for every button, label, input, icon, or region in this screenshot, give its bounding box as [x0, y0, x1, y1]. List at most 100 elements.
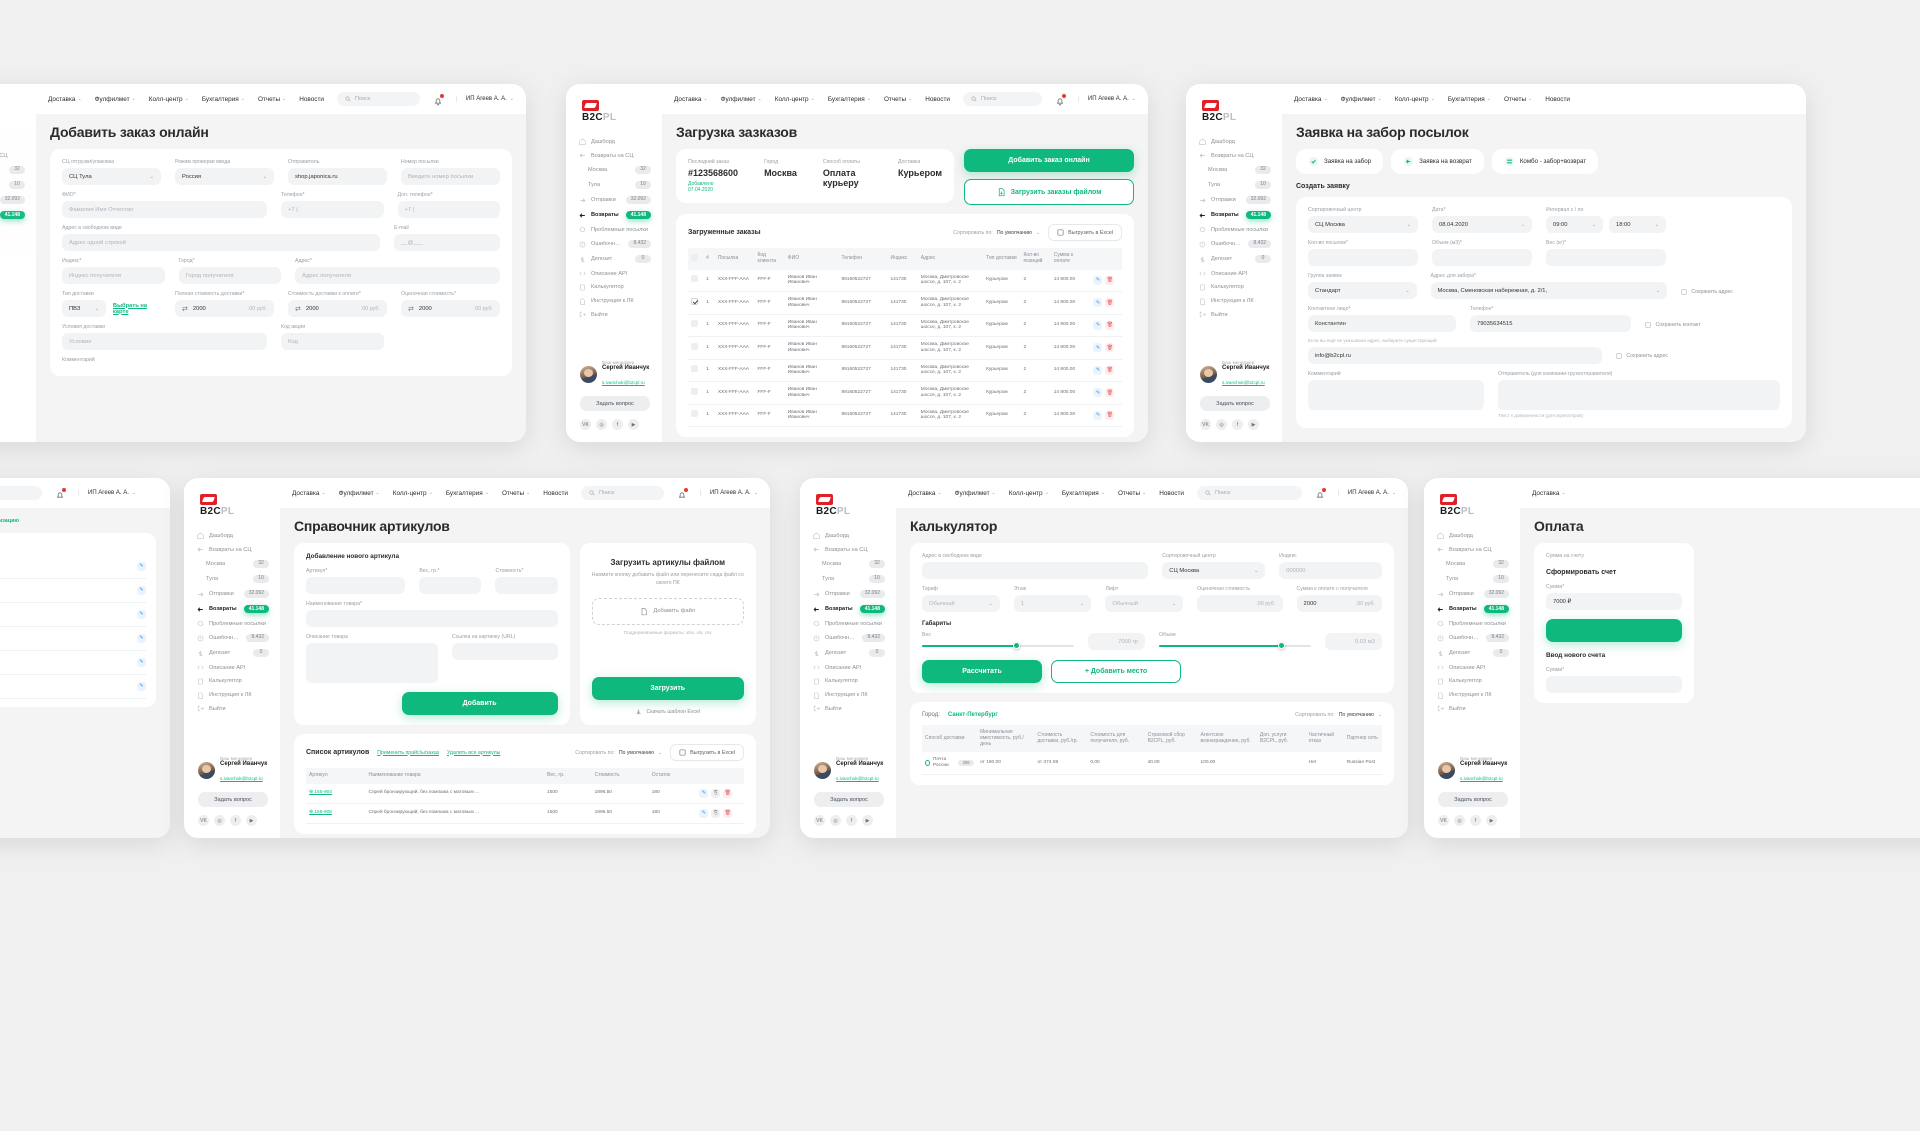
- cell-actions[interactable]: ✎ ⎘ 🗑: [696, 783, 744, 804]
- menu-item-accounting[interactable]: Бухгалтерия ⌄: [446, 490, 489, 497]
- sidebar-item-manual[interactable]: Инструкция к ЛК: [1434, 688, 1512, 702]
- menu-item-news[interactable]: Новости: [1159, 490, 1184, 497]
- ask-question-button[interactable]: Задать вопрос: [580, 396, 650, 411]
- menu-item-accounting[interactable]: Бухгалтерия ⌄: [1062, 490, 1105, 497]
- delete-icon[interactable]: 🗑: [1105, 320, 1115, 330]
- article-input[interactable]: [306, 577, 406, 594]
- vk-icon[interactable]: VK: [580, 419, 591, 430]
- sidebar-item-logout[interactable]: Выйти: [1196, 308, 1274, 322]
- upload-orders-file-button[interactable]: Загрузить заказы файлом: [964, 179, 1134, 205]
- sort-control[interactable]: Сортировать по: По умолчанию ⌄: [575, 750, 662, 756]
- article-name-input[interactable]: [306, 610, 558, 627]
- phone-input[interactable]: +7 (: [281, 201, 384, 218]
- tab-combo[interactable]: Комбо - забор+возврат: [1491, 149, 1599, 174]
- facebook-icon[interactable]: f: [230, 815, 241, 826]
- facebook-icon[interactable]: f: [612, 419, 623, 430]
- mode-select[interactable]: Россия ⌄: [175, 168, 274, 185]
- menu-item-delivery[interactable]: Доставка ⌄: [908, 490, 942, 497]
- sidebar-item-dashboard[interactable]: Дашборд: [1196, 135, 1274, 149]
- sidebar-item-api[interactable]: Описание API: [576, 267, 654, 281]
- sidebar-item-deposit[interactable]: Депозит 0: [810, 646, 888, 661]
- table-row[interactable]: 1 XXX-FFF-AAA FFF-F Иванов Иван Иванович 891…: [688, 404, 1122, 427]
- sidebar-item-calculator[interactable]: Калькулятор: [1196, 281, 1274, 295]
- sidebar-item-dashboard[interactable]: Дашборд: [194, 529, 272, 543]
- sidebar-item-tula[interactable]: Тула 10: [1196, 178, 1274, 193]
- list-item[interactable]: подзаголовка к возврату✎: [0, 603, 146, 627]
- delivery-type-select[interactable]: ПВЗ ⌄: [62, 300, 106, 317]
- logo[interactable]: B2CPL: [816, 494, 888, 517]
- phone-extra-input[interactable]: +7 (: [397, 201, 500, 218]
- interval-from-select[interactable]: 09:00 ⌄: [1545, 216, 1603, 233]
- sender-input[interactable]: shop.japonica.ru: [288, 168, 387, 185]
- ask-question-button[interactable]: Задать вопрос: [814, 792, 884, 807]
- fio-input[interactable]: Фамилия Имя Отчество: [62, 201, 267, 218]
- date-select[interactable]: 08.04.2020 ⌄: [1431, 216, 1532, 233]
- sidebar-item-returns[interactable]: Возвраты 41.148: [810, 602, 888, 617]
- row-checkbox[interactable]: [691, 275, 698, 283]
- promo-code-input[interactable]: Код: [281, 333, 384, 350]
- copy-icon[interactable]: ⎘: [711, 808, 721, 818]
- logo[interactable]: B2CPL: [200, 494, 272, 517]
- sidebar-item-deposit[interactable]: Депозит 0: [576, 252, 654, 267]
- facebook-icon[interactable]: f: [846, 815, 857, 826]
- row-checkbox[interactable]: [691, 297, 698, 305]
- vk-icon[interactable]: VK: [1438, 815, 1449, 826]
- index-input[interactable]: Индекс получателя: [62, 267, 165, 284]
- menu-item-callcenter[interactable]: Колл-центр ⌄: [1395, 96, 1435, 103]
- table-row[interactable]: Почта России 255 от 190.00 от 374.08 0,00 40…: [922, 752, 1382, 775]
- sidebar-item-logout[interactable]: Выйти: [194, 702, 272, 716]
- delete-icon[interactable]: 🗑: [1105, 275, 1115, 285]
- sidebar-item-returns-sc[interactable]: Возвраты на СЦ: [1196, 149, 1274, 163]
- cell-checkbox[interactable]: [688, 269, 704, 292]
- pickup-address-select[interactable]: Москва, Сменовская набережная, д. 2/1, ⌄: [1430, 282, 1668, 299]
- row-checkbox[interactable]: [691, 387, 698, 395]
- sidebar-item-calculator[interactable]: Калькулятор: [194, 675, 272, 689]
- delete-icon[interactable]: 🗑: [1105, 410, 1115, 420]
- edit-icon[interactable]: ✎: [137, 658, 146, 667]
- menu-item-accounting[interactable]: Бухгалтерия ⌄: [828, 96, 871, 103]
- cell-actions[interactable]: ✎ 🗑: [1090, 359, 1122, 382]
- checkbox[interactable]: [1681, 289, 1688, 295]
- create-invoice-button[interactable]: [1546, 619, 1682, 642]
- edit-icon[interactable]: ✎: [1093, 298, 1103, 308]
- user-menu[interactable]: ИП Агеев А. А. ⌄: [1077, 96, 1136, 102]
- cell-actions[interactable]: ✎ 🗑: [1090, 336, 1122, 360]
- cell-actions[interactable]: ✎ 🗑: [1090, 291, 1122, 315]
- vk-icon[interactable]: VK: [1200, 419, 1211, 430]
- manager-email[interactable]: s.ivanchuk@b2cpl.ru: [1222, 380, 1265, 385]
- sidebar-item-problem-parcels[interactable]: Проблемные посылки: [1434, 617, 1512, 631]
- menu-item-callcenter[interactable]: Колл-центр ⌄: [149, 96, 189, 103]
- cost-to-pay-input[interactable]: ⇄ 2000 .00 руб.: [288, 300, 387, 317]
- menu-item-delivery[interactable]: Доставка ⌄: [674, 96, 708, 103]
- menu-item-callcenter[interactable]: Колл-центр ⌄: [775, 96, 815, 103]
- tariff-select[interactable]: Обычный ⌄: [922, 595, 1000, 612]
- email-input[interactable]: __@___: [394, 234, 500, 251]
- edit-icon[interactable]: ✎: [1093, 275, 1103, 285]
- contact-phone-input[interactable]: 79035634515: [1469, 315, 1632, 332]
- sender-company-textarea[interactable]: [1498, 380, 1780, 410]
- free-address-input[interactable]: [922, 562, 1149, 579]
- menu-item-reports[interactable]: Отчеты ⌄: [1504, 96, 1532, 103]
- sidebar-item-moscow[interactable]: Москва 32: [1196, 163, 1274, 178]
- sidebar-item-returns[interactable]: Возвраты 41.148: [0, 208, 28, 223]
- sidebar-item-tula[interactable]: Тула 10: [194, 572, 272, 587]
- delivery-terms-input[interactable]: Условия: [62, 333, 267, 350]
- instagram-icon[interactable]: ◎: [1454, 815, 1465, 826]
- swap-icon[interactable]: ⇄: [408, 305, 414, 313]
- manager-email[interactable]: s.ivanchuk@b2cpl.ru: [220, 776, 263, 781]
- edit-icon[interactable]: ✎: [1093, 410, 1103, 420]
- notifications-bell-icon[interactable]: [677, 487, 688, 499]
- row-checkbox[interactable]: [691, 410, 698, 418]
- article-desc-textarea[interactable]: [306, 643, 438, 683]
- sidebar-item-logout[interactable]: Выйти: [1434, 702, 1512, 716]
- sidebar-item-dashboard[interactable]: Дашборд: [810, 529, 888, 543]
- youtube-icon[interactable]: ▶: [628, 419, 639, 430]
- sidebar-item-problem-parcels[interactable]: Проблемные посылки: [1196, 223, 1274, 237]
- menu-item-news[interactable]: Новости: [925, 96, 950, 103]
- edit-icon[interactable]: ✎: [1093, 320, 1103, 330]
- sidebar-item-returns[interactable]: Возвраты 41.148: [576, 208, 654, 223]
- edit-icon[interactable]: ✎: [137, 586, 146, 595]
- checkbox[interactable]: [1616, 352, 1623, 359]
- sidebar-item-returns-sc[interactable]: Возвраты на СЦ: [576, 149, 654, 163]
- sidebar-item-returns[interactable]: Возвраты 41.148: [1434, 602, 1512, 617]
